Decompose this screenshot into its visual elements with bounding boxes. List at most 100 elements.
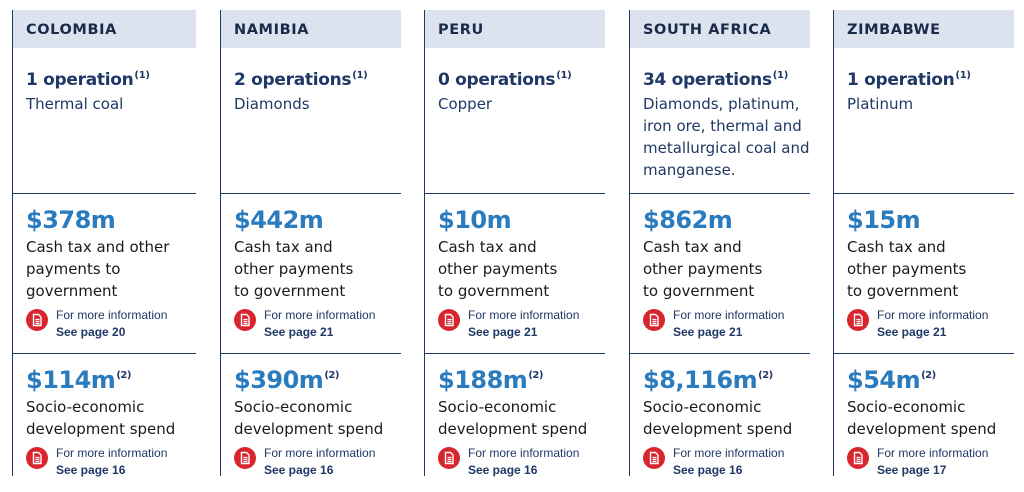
commodities: Platinum: [847, 95, 914, 113]
divider: [13, 353, 196, 354]
country-header: PERU: [425, 10, 605, 48]
commodities: Thermal coal: [26, 95, 124, 113]
more-info-text: For more information: [877, 446, 989, 460]
document-icon: [26, 447, 48, 469]
socio-economic-label: Socio-economic development spend: [643, 398, 793, 438]
country-name: COLOMBIA: [26, 22, 117, 38]
divider: [425, 193, 605, 194]
cash-tax-value: $378m: [26, 206, 116, 234]
cash-tax-value: $442m: [234, 206, 324, 234]
more-info-text: For more information: [877, 308, 989, 322]
more-info-text: For more information: [264, 308, 376, 322]
country-header: ZIMBABWE: [834, 10, 1014, 48]
cash-tax-label: Cash tax and other payments to governmen…: [438, 238, 558, 300]
document-icon: [438, 447, 460, 469]
operations-count: 1 operation(1): [847, 70, 971, 90]
footnote-2: (2): [758, 370, 773, 381]
divider: [221, 193, 401, 194]
cash-tax-label: Cash tax and other payments to governmen…: [234, 238, 354, 300]
document-icon: [234, 447, 256, 469]
socio-economic-value: $188m(2): [438, 366, 543, 394]
footnote-2: (2): [921, 370, 936, 381]
more-info-text: For more information: [264, 446, 376, 460]
page-reference: See page 21: [468, 325, 538, 339]
divider: [425, 353, 605, 354]
footnote-1: (1): [772, 70, 789, 81]
commodities: Diamonds, platinum, iron ore, thermal an…: [643, 95, 810, 179]
page-reference: See page 20: [56, 325, 126, 339]
country-column-namibia: NAMIBIA 2 operations(1) Diamonds $442m C…: [220, 10, 401, 477]
country-column-south-africa: SOUTH AFRICA 34 operations(1) Diamonds, …: [629, 10, 810, 477]
operations-count: 1 operation(1): [26, 70, 150, 90]
document-icon: [643, 447, 665, 469]
divider: [221, 353, 401, 354]
country-name: PERU: [438, 22, 484, 38]
commodities: Diamonds: [234, 95, 310, 113]
operations-text: 34 operations: [643, 70, 772, 90]
socio-value-text: $188m: [438, 366, 528, 394]
country-header: SOUTH AFRICA: [630, 10, 810, 48]
country-header: NAMIBIA: [221, 10, 401, 48]
document-icon: [26, 309, 48, 331]
footnote-2: (2): [324, 370, 339, 381]
page-reference: See page 16: [56, 463, 126, 477]
more-info-text: For more information: [673, 446, 785, 460]
operations-count: 2 operations(1): [234, 70, 368, 90]
operations-text: 2 operations: [234, 70, 352, 90]
page-reference: See page 21: [264, 325, 334, 339]
operations-count: 0 operations(1): [438, 70, 572, 90]
country-column-peru: PERU 0 operations(1) Copper $10m Cash ta…: [424, 10, 605, 477]
document-icon: [643, 309, 665, 331]
divider: [13, 193, 196, 194]
socio-economic-label: Socio-economic development spend: [438, 398, 588, 438]
cash-tax-label: Cash tax and other payments to governmen…: [26, 238, 170, 300]
divider: [630, 353, 810, 354]
commodities: Copper: [438, 95, 493, 113]
country-name: SOUTH AFRICA: [643, 22, 772, 38]
socio-value-text: $8,116m: [643, 366, 758, 394]
socio-economic-label: Socio-economic development spend: [847, 398, 997, 438]
cash-tax-value: $10m: [438, 206, 512, 234]
divider: [834, 193, 1014, 194]
page-reference: See page 17: [877, 463, 947, 477]
footnote-1: (1): [352, 70, 368, 81]
more-info-text: For more information: [56, 308, 168, 322]
socio-value-text: $54m: [847, 366, 921, 394]
more-info-text: For more information: [468, 446, 580, 460]
socio-economic-value: $114m(2): [26, 366, 131, 394]
footnote-2: (2): [116, 370, 131, 381]
cash-tax-value: $862m: [643, 206, 733, 234]
more-info-text: For more information: [468, 308, 580, 322]
divider: [834, 353, 1014, 354]
operations-text: 1 operation: [26, 70, 134, 90]
page-reference: See page 16: [264, 463, 334, 477]
document-icon: [234, 309, 256, 331]
page-reference: See page 16: [468, 463, 538, 477]
country-column-colombia: COLOMBIA 1 operation(1) Thermal coal $37…: [12, 10, 196, 477]
operations-text: 0 operations: [438, 70, 556, 90]
socio-economic-value: $8,116m(2): [643, 366, 773, 394]
document-icon: [847, 309, 869, 331]
operations-text: 1 operation: [847, 70, 955, 90]
socio-value-text: $390m: [234, 366, 324, 394]
socio-economic-value: $54m(2): [847, 366, 936, 394]
divider: [630, 193, 810, 194]
page-reference: See page 16: [673, 463, 743, 477]
socio-value-text: $114m: [26, 366, 116, 394]
document-icon: [847, 447, 869, 469]
country-name: NAMIBIA: [234, 22, 310, 38]
page-reference: See page 21: [877, 325, 947, 339]
country-name: ZIMBABWE: [847, 22, 941, 38]
more-info-text: For more information: [673, 308, 785, 322]
cash-tax-label: Cash tax and other payments to governmen…: [643, 238, 763, 300]
socio-economic-value: $390m(2): [234, 366, 339, 394]
document-icon: [438, 309, 460, 331]
operations-count: 34 operations(1): [643, 70, 788, 90]
cash-tax-value: $15m: [847, 206, 921, 234]
country-header: COLOMBIA: [13, 10, 196, 48]
socio-economic-label: Socio-economic development spend: [234, 398, 384, 438]
cash-tax-label: Cash tax and other payments to governmen…: [847, 238, 967, 300]
country-column-zimbabwe: ZIMBABWE 1 operation(1) Platinum $15m Ca…: [833, 10, 1014, 477]
footnote-1: (1): [556, 70, 572, 81]
